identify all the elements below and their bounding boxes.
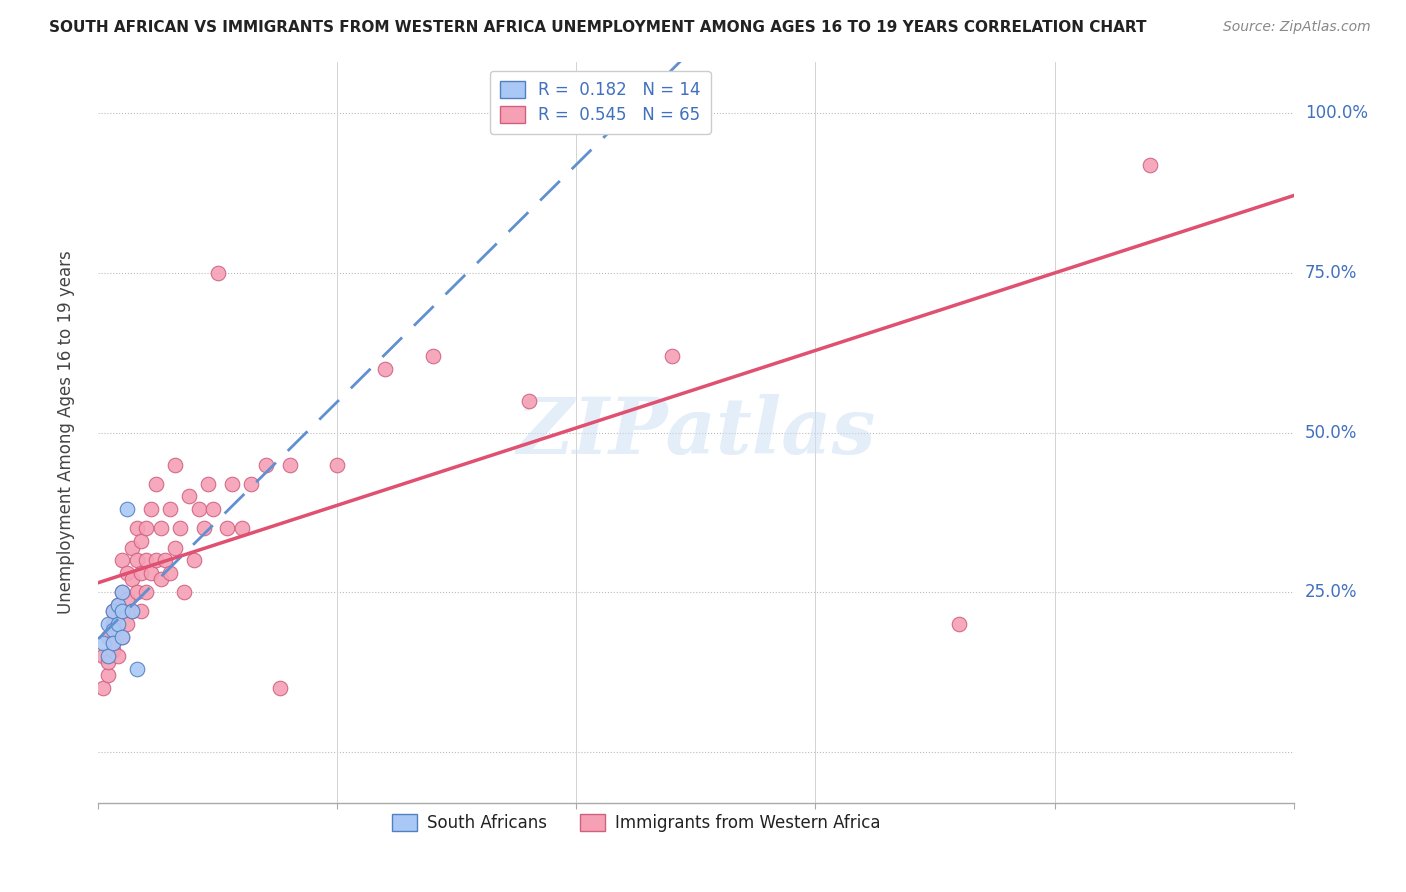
Point — [202, 502, 225, 516]
Point — [91, 636, 114, 650]
Point — [107, 624, 129, 638]
Point — [121, 604, 143, 618]
Point — [183, 553, 205, 567]
Point — [125, 553, 148, 567]
Point — [207, 266, 229, 280]
Point — [169, 521, 191, 535]
Point — [221, 476, 243, 491]
Point — [139, 566, 162, 580]
Point — [125, 521, 148, 535]
Point — [101, 604, 124, 618]
Point — [231, 521, 253, 535]
Point — [121, 541, 143, 555]
Point — [115, 591, 138, 606]
Point — [193, 521, 215, 535]
Point — [115, 502, 138, 516]
Point — [121, 604, 143, 618]
Point — [217, 521, 239, 535]
Point — [115, 566, 138, 580]
Point — [517, 393, 540, 408]
Text: SOUTH AFRICAN VS IMMIGRANTS FROM WESTERN AFRICA UNEMPLOYMENT AMONG AGES 16 TO 19: SOUTH AFRICAN VS IMMIGRANTS FROM WESTERN… — [49, 20, 1147, 35]
Point — [1139, 157, 1161, 171]
Point — [107, 648, 129, 663]
Point — [254, 458, 277, 472]
Point — [135, 553, 157, 567]
Point — [107, 598, 129, 612]
Point — [91, 648, 114, 663]
Point — [139, 502, 162, 516]
Point — [97, 668, 120, 682]
Point — [111, 604, 134, 618]
Point — [101, 636, 124, 650]
Point — [374, 361, 396, 376]
Point — [97, 648, 120, 663]
Point — [101, 604, 124, 618]
Point — [155, 553, 177, 567]
Point — [121, 573, 143, 587]
Point — [115, 617, 138, 632]
Point — [101, 636, 124, 650]
Point — [135, 585, 157, 599]
Point — [111, 553, 134, 567]
Point — [111, 585, 134, 599]
Point — [131, 534, 153, 549]
Point — [240, 476, 263, 491]
Point — [125, 662, 148, 676]
Point — [187, 502, 209, 516]
Text: ZIPatlas: ZIPatlas — [516, 394, 876, 471]
Point — [111, 630, 134, 644]
Point — [131, 604, 153, 618]
Point — [163, 458, 186, 472]
Point — [107, 617, 129, 632]
Point — [149, 521, 172, 535]
Point — [97, 656, 120, 670]
Point — [422, 349, 444, 363]
Point — [135, 521, 157, 535]
Text: 75.0%: 75.0% — [1305, 264, 1357, 282]
Point — [97, 630, 120, 644]
Point — [97, 617, 120, 632]
Point — [145, 476, 167, 491]
Text: 100.0%: 100.0% — [1305, 104, 1368, 122]
Point — [111, 630, 134, 644]
Point — [111, 604, 134, 618]
Point — [948, 617, 970, 632]
Point — [111, 585, 134, 599]
Point — [101, 617, 124, 632]
Point — [197, 476, 219, 491]
Point — [278, 458, 301, 472]
Point — [125, 585, 148, 599]
Point — [145, 553, 167, 567]
Point — [107, 598, 129, 612]
Point — [269, 681, 291, 695]
Point — [149, 573, 172, 587]
Point — [163, 541, 186, 555]
Point — [91, 681, 114, 695]
Point — [131, 566, 153, 580]
Text: 25.0%: 25.0% — [1305, 583, 1357, 601]
Point — [159, 566, 181, 580]
Point — [173, 585, 195, 599]
Point — [101, 642, 124, 657]
Text: 50.0%: 50.0% — [1305, 424, 1357, 442]
Text: Source: ZipAtlas.com: Source: ZipAtlas.com — [1223, 20, 1371, 34]
Point — [179, 490, 201, 504]
Y-axis label: Unemployment Among Ages 16 to 19 years: Unemployment Among Ages 16 to 19 years — [56, 251, 75, 615]
Point — [326, 458, 349, 472]
Point — [159, 502, 181, 516]
Point — [101, 624, 124, 638]
Point — [661, 349, 683, 363]
Legend: South Africans, Immigrants from Western Africa: South Africans, Immigrants from Western … — [385, 807, 887, 838]
